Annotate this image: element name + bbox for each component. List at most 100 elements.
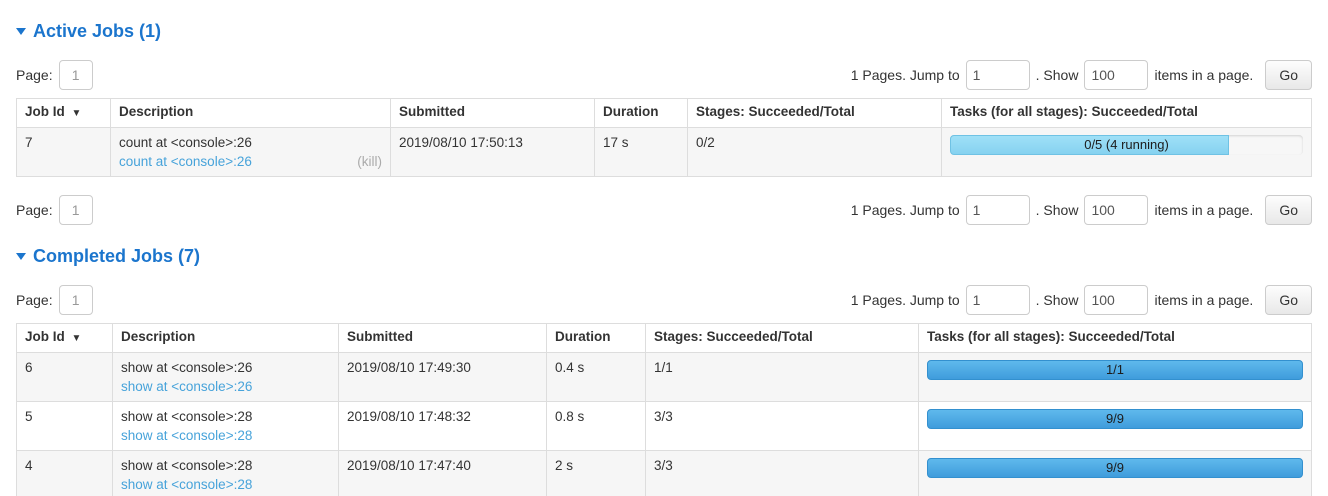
task-progress-label: 0/5 (4 running) xyxy=(1084,137,1169,152)
jump-to-page-input[interactable] xyxy=(965,285,1030,315)
jump-to-page-input[interactable] xyxy=(965,60,1030,90)
page-label: Page: xyxy=(16,292,53,308)
task-progress-fill xyxy=(927,458,1303,478)
duration-cell: 0.8 s xyxy=(546,401,646,451)
duration-cell: 17 s xyxy=(594,127,688,177)
submitted-cell: 2019/08/10 17:49:30 xyxy=(338,352,547,402)
col-header-duration[interactable]: Duration xyxy=(594,98,688,128)
stages-cell: 3/3 xyxy=(645,450,919,496)
items-per-page-input[interactable] xyxy=(1084,60,1149,90)
job-detail-link[interactable]: show at <console>:28 xyxy=(121,428,253,443)
task-progress-label: 9/9 xyxy=(1105,460,1125,475)
active-jobs-pager-bottom: Page: 1 Pages. Jump to . Show items in a… xyxy=(16,195,1312,225)
pages-jump-text: 1 Pages. Jump to xyxy=(850,292,960,308)
go-button[interactable]: Go xyxy=(1265,60,1312,90)
page-label: Page: xyxy=(16,67,53,83)
go-button[interactable]: Go xyxy=(1265,285,1312,315)
tasks-cell: 9/9 xyxy=(918,450,1312,496)
col-header-description[interactable]: Description xyxy=(110,98,391,128)
show-text: . Show xyxy=(1035,292,1079,308)
section-title-active-jobs[interactable]: Active Jobs (1) xyxy=(16,21,1312,42)
tasks-cell: 9/9 xyxy=(918,401,1312,451)
collapse-arrow-icon xyxy=(16,28,26,35)
items-text: items in a page. xyxy=(1154,67,1254,83)
page-label: Page: xyxy=(16,202,53,218)
table-header-row: Job Id ▼ Description Submitted Duration … xyxy=(16,98,1312,128)
job-id-cell: 7 xyxy=(16,127,111,177)
page-input[interactable] xyxy=(58,285,93,315)
submitted-cell: 2019/08/10 17:48:32 xyxy=(338,401,547,451)
col-header-submitted[interactable]: Submitted xyxy=(390,98,595,128)
show-text: . Show xyxy=(1035,202,1079,218)
description-text: show at <console>:28 xyxy=(121,458,253,473)
table-row: 7 count at <console>:26 count at <consol… xyxy=(16,127,1312,177)
stages-cell: 3/3 xyxy=(645,401,919,451)
description-text: count at <console>:26 xyxy=(119,135,252,150)
duration-cell: 2 s xyxy=(546,450,646,496)
task-progress-fill xyxy=(950,135,1229,155)
description-cell: show at <console>:26 show at <console>:2… xyxy=(112,352,339,402)
pages-jump-text: 1 Pages. Jump to xyxy=(850,67,960,83)
col-header-duration[interactable]: Duration xyxy=(546,323,646,353)
items-text: items in a page. xyxy=(1154,292,1254,308)
table-header-row: Job Id ▼ Description Submitted Duration … xyxy=(16,323,1312,353)
job-id-cell: 6 xyxy=(16,352,113,402)
col-header-tasks[interactable]: Tasks (for all stages): Succeeded/Total xyxy=(918,323,1312,353)
task-progress-bar: 9/9 xyxy=(927,409,1303,429)
items-per-page-input[interactable] xyxy=(1084,285,1149,315)
completed-jobs-pager-top: Page: 1 Pages. Jump to . Show items in a… xyxy=(16,285,1312,315)
task-progress-label: 9/9 xyxy=(1105,411,1125,426)
task-progress-bar: 1/1 xyxy=(927,360,1303,380)
section-title-completed-jobs[interactable]: Completed Jobs (7) xyxy=(16,246,1312,267)
col-header-tasks[interactable]: Tasks (for all stages): Succeeded/Total xyxy=(941,98,1312,128)
active-jobs-pager-top: Page: 1 Pages. Jump to . Show items in a… xyxy=(16,60,1312,90)
page-input[interactable] xyxy=(58,195,93,225)
job-detail-link[interactable]: show at <console>:28 xyxy=(121,477,253,492)
kill-link[interactable]: (kill) xyxy=(357,154,382,169)
col-header-stages[interactable]: Stages: Succeeded/Total xyxy=(645,323,919,353)
pages-jump-text: 1 Pages. Jump to xyxy=(850,202,960,218)
sort-descending-icon: ▼ xyxy=(71,333,82,344)
description-cell: count at <console>:26 count at <console>… xyxy=(110,127,391,177)
stages-cell: 0/2 xyxy=(687,127,942,177)
table-row: 6 show at <console>:26 show at <console>… xyxy=(16,352,1312,402)
jobs-page: Active Jobs (1) Page: 1 Pages. Jump to .… xyxy=(0,21,1328,496)
active-jobs-table: Job Id ▼ Description Submitted Duration … xyxy=(16,98,1312,177)
tasks-cell: 1/1 xyxy=(918,352,1312,402)
jump-to-page-input[interactable] xyxy=(965,195,1030,225)
job-id-cell: 5 xyxy=(16,401,113,451)
col-header-job-id[interactable]: Job Id ▼ xyxy=(16,323,113,353)
stages-cell: 1/1 xyxy=(645,352,919,402)
table-row: 5 show at <console>:28 show at <console>… xyxy=(16,401,1312,451)
col-header-submitted[interactable]: Submitted xyxy=(338,323,547,353)
completed-jobs-table: Job Id ▼ Description Submitted Duration … xyxy=(16,323,1312,496)
job-id-cell: 4 xyxy=(16,450,113,496)
tasks-cell: 0/5 (4 running) xyxy=(941,127,1312,177)
description-cell: show at <console>:28 show at <console>:2… xyxy=(112,450,339,496)
items-per-page-input[interactable] xyxy=(1084,195,1149,225)
items-text: items in a page. xyxy=(1154,202,1254,218)
job-detail-link[interactable]: show at <console>:26 xyxy=(121,379,253,394)
table-row: 4 show at <console>:28 show at <console>… xyxy=(16,450,1312,496)
description-cell: show at <console>:28 show at <console>:2… xyxy=(112,401,339,451)
section-title-text: Active Jobs (1) xyxy=(33,21,162,41)
description-text: show at <console>:28 xyxy=(121,409,253,424)
task-progress-bar: 9/9 xyxy=(927,458,1303,478)
page-input[interactable] xyxy=(58,60,93,90)
description-text: show at <console>:26 xyxy=(121,360,253,375)
col-header-job-id[interactable]: Job Id ▼ xyxy=(16,98,111,128)
collapse-arrow-icon xyxy=(16,253,26,260)
submitted-cell: 2019/08/10 17:50:13 xyxy=(390,127,595,177)
task-progress-fill xyxy=(927,360,1303,380)
submitted-cell: 2019/08/10 17:47:40 xyxy=(338,450,547,496)
go-button[interactable]: Go xyxy=(1265,195,1312,225)
duration-cell: 0.4 s xyxy=(546,352,646,402)
col-header-description[interactable]: Description xyxy=(112,323,339,353)
task-progress-bar: 0/5 (4 running) xyxy=(950,135,1303,155)
task-progress-fill xyxy=(927,409,1303,429)
task-progress-label: 1/1 xyxy=(1105,362,1125,377)
col-header-stages[interactable]: Stages: Succeeded/Total xyxy=(687,98,942,128)
job-detail-link[interactable]: count at <console>:26 xyxy=(119,154,252,169)
sort-descending-icon: ▼ xyxy=(71,108,82,119)
show-text: . Show xyxy=(1035,67,1079,83)
